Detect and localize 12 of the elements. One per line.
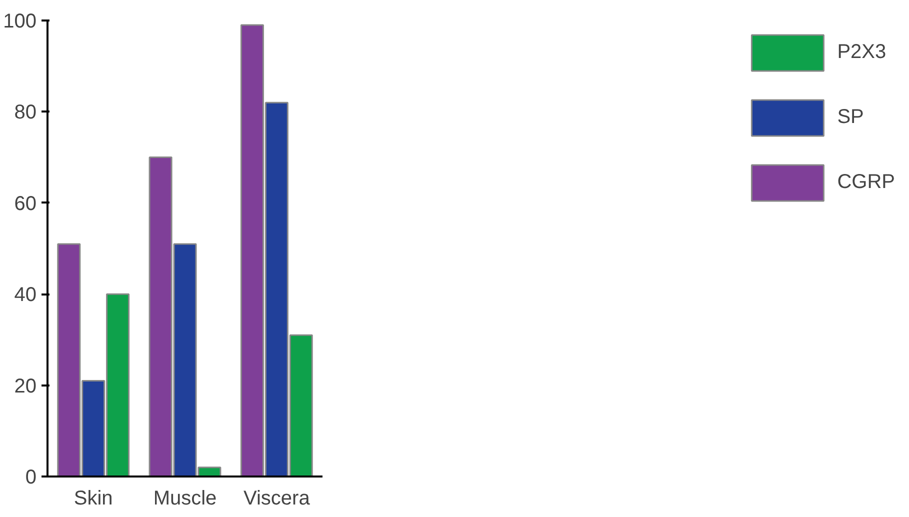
x-tick-label: Skin [74, 488, 113, 510]
legend-label: CGRP [837, 171, 895, 194]
y-tick-label: 100 [3, 10, 37, 32]
legend-label: SP [837, 106, 864, 129]
y-tick-label: 0 [25, 466, 36, 488]
x-tick-label: Viscera [244, 488, 311, 510]
x-tick-label: Muscle [153, 488, 217, 510]
y-tick-label: 80 [14, 102, 37, 124]
y-tick-label: 20 [14, 375, 37, 398]
legend-label: P2X3 [837, 41, 886, 64]
y-tick-label: 40 [14, 284, 37, 306]
y-tick-label: 60 [14, 192, 37, 215]
